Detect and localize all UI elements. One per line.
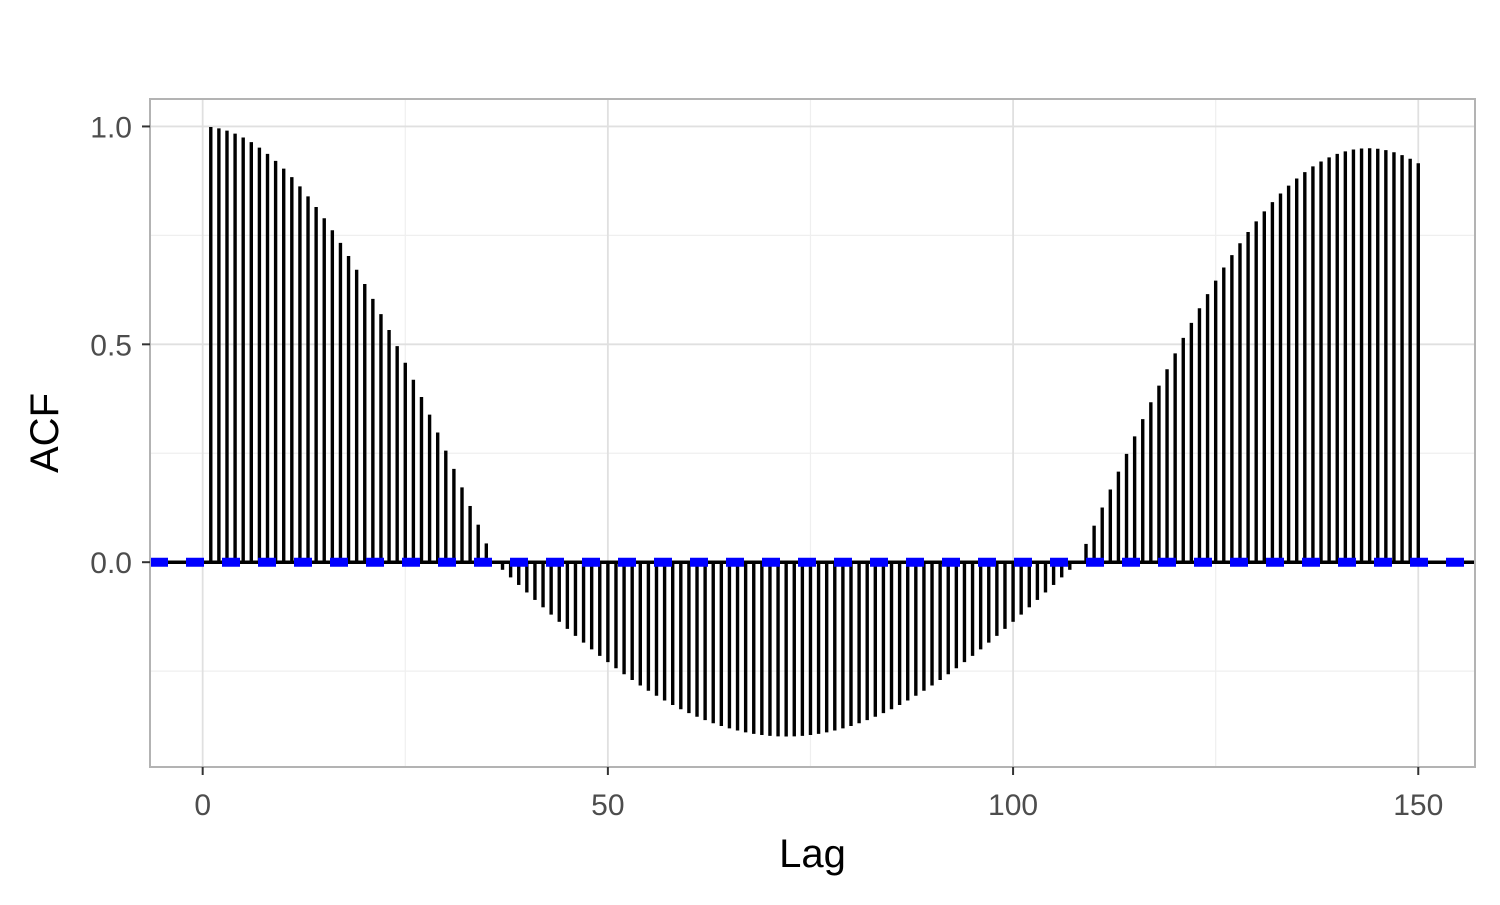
bars-layer — [209, 127, 1420, 737]
y-tick-label: 1.0 — [90, 111, 132, 144]
panel-border — [149, 98, 1476, 768]
x-tick-label: 150 — [1393, 789, 1443, 822]
x-tick-label: 50 — [591, 789, 624, 822]
y-axis-ticks: 0.0 0.5 1.0 — [90, 111, 150, 580]
x-axis-title: Lag — [779, 832, 846, 876]
x-tick-label: 100 — [988, 789, 1038, 822]
x-tick-label: 0 — [194, 789, 211, 822]
y-axis-title: ACF — [23, 393, 67, 473]
y-tick-label: 0.5 — [90, 329, 132, 362]
y-tick-label: 0.0 — [90, 547, 132, 580]
x-axis-ticks: 0 50 100 150 — [194, 767, 1443, 822]
